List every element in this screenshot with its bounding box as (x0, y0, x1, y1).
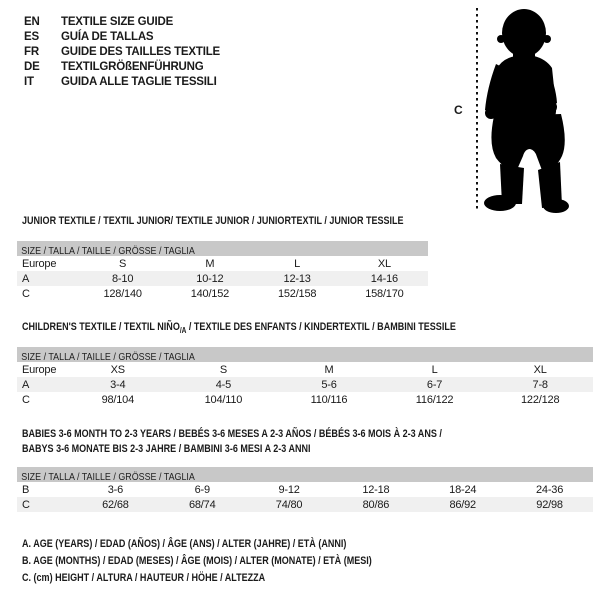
table-cell: 5-6 (321, 378, 337, 391)
size-header-bar: SIZE / TALLA / TAILLE / GRÖSSE / TAGLIA (17, 347, 593, 362)
language-title-list: EN TEXTILE SIZE GUIDE ES GUÍA DE TALLAS … (24, 15, 220, 90)
table-cell: 9-12 (278, 483, 300, 496)
table-cell: 116/122 (415, 393, 454, 406)
table-cell: 122/128 (521, 393, 560, 406)
table-cell: 3-6 (107, 483, 124, 496)
babies-table-grid: B 3-6 6-9 9-12 12-18 18-24 24-36 C 62/68… (17, 482, 593, 512)
table-cell: M (205, 257, 215, 270)
table-row-height: C 62/68 68/74 74/80 80/86 86/92 92/98 (17, 497, 593, 512)
lang-title: TEXTILGRÖßENFÜHRUNG (61, 61, 204, 73)
table-cell: 128/140 (103, 287, 142, 300)
table-row-age: A 3-4 4-5 5-6 6-7 7-8 (17, 377, 593, 392)
table-cell: 18-24 (449, 483, 477, 496)
table-cell: XS (110, 363, 125, 376)
table-row-europe: Europe S M L XL (17, 256, 428, 271)
lang-code: DE (24, 61, 40, 73)
table-cell: 158/170 (365, 287, 404, 300)
legend-line-c: C. (cm) HEIGHT / ALTURA / HAUTEUR / HÖHE… (22, 572, 266, 584)
table-cell: 110/116 (310, 393, 348, 406)
table-row-months: B 3-6 6-9 9-12 12-18 18-24 24-36 (17, 482, 593, 497)
children-title-sub: /A (179, 326, 187, 336)
row-label: Europe (22, 257, 57, 270)
table-cell: 8-10 (112, 272, 134, 285)
table-cell: 62/68 (102, 498, 129, 511)
table-cell: 7-8 (532, 378, 549, 391)
table-cell: 98/104 (101, 393, 135, 406)
row-label: Europe (22, 363, 57, 376)
table-cell: 68/74 (188, 498, 216, 511)
lang-code: EN (24, 16, 40, 28)
table-cell: 140/152 (190, 287, 230, 300)
lang-row-en: EN TEXTILE SIZE GUIDE (24, 15, 220, 30)
table-cell: 14-16 (370, 272, 398, 285)
table-cell: 4-5 (215, 378, 232, 391)
junior-section-title: JUNIOR TEXTILE / TEXTIL JUNIOR/ TEXTILE … (22, 215, 404, 227)
size-header-label: SIZE / TALLA / TAILLE / GRÖSSE / TAGLIA (21, 351, 195, 362)
height-measure-label: C (454, 103, 463, 117)
size-header-label: SIZE / TALLA / TAILLE / GRÖSSE / TAGLIA (21, 471, 195, 482)
babies-section-title: BABIES 3-6 MONTH TO 2-3 YEARS / BEBÉS 3-… (22, 427, 442, 457)
row-label: C (22, 393, 30, 406)
row-label: C (22, 498, 30, 511)
table-cell: 6-9 (194, 483, 211, 496)
table-cell: 74/80 (275, 498, 303, 511)
table-cell: 92/98 (536, 498, 563, 511)
lang-row-it: IT GUIDA ALLE TAGLIE TESSILI (24, 75, 220, 90)
size-header-bar: SIZE / TALLA / TAILLE / GRÖSSE / TAGLIA (17, 241, 428, 256)
lang-title: TEXTILE SIZE GUIDE (61, 16, 174, 28)
table-cell: 86/92 (449, 498, 476, 511)
children-title-post: / TEXTILE DES ENFANTS / KINDERTEXTIL / B… (186, 321, 456, 333)
children-table-grid: Europe XS S M L XL A 3-4 4-5 5-6 6-7 7-8… (17, 362, 593, 407)
table-row-age: A 8-10 10-12 12-13 14-16 (17, 271, 428, 286)
lang-code: ES (24, 31, 39, 43)
row-label: A (22, 272, 30, 285)
lang-code: IT (24, 76, 34, 88)
table-cell: 104/110 (204, 393, 243, 406)
size-header-bar: SIZE / TALLA / TAILLE / GRÖSSE / TAGLIA (17, 467, 593, 482)
table-cell: S (219, 363, 227, 376)
table-cell: M (324, 363, 334, 376)
baby-silhouette (476, 8, 569, 213)
lang-row-es: ES GUÍA DE TALLAS (24, 30, 220, 45)
table-cell: XL (533, 363, 547, 376)
size-header-label: SIZE / TALLA / TAILLE / GRÖSSE / TAGLIA (21, 245, 195, 256)
table-row-europe: Europe XS S M L XL (17, 362, 593, 377)
table-cell: 80/86 (362, 498, 390, 511)
lang-title: GUÍA DE TALLAS (61, 31, 154, 43)
lang-title: GUIDA ALLE TAGLIE TESSILI (61, 76, 217, 88)
babies-size-table: SIZE / TALLA / TAILLE / GRÖSSE / TAGLIA … (17, 467, 593, 512)
table-cell: 24-36 (536, 483, 564, 496)
table-cell: 12-18 (362, 483, 390, 496)
table-cell: 10-12 (196, 272, 224, 285)
table-cell: 6-7 (426, 378, 443, 391)
babies-title-line2: BABYS 3-6 MONATE BIS 2-3 JAHRE / BAMBINI… (22, 443, 311, 455)
junior-table-grid: Europe S M L XL A 8-10 10-12 12-13 14-16… (17, 256, 428, 301)
table-cell: XL (377, 257, 391, 270)
babies-title-line1: BABIES 3-6 MONTH TO 2-3 YEARS / BEBÉS 3-… (22, 428, 442, 440)
row-label: A (22, 378, 30, 391)
table-cell: 12-13 (283, 272, 311, 285)
row-label: B (22, 483, 30, 496)
table-cell: S (119, 257, 127, 270)
junior-size-table: SIZE / TALLA / TAILLE / GRÖSSE / TAGLIA … (17, 241, 428, 301)
table-cell: L (294, 257, 301, 270)
table-cell: L (431, 363, 438, 376)
row-label: C (22, 287, 30, 300)
lang-title: GUIDE DES TAILLES TEXTILE (61, 46, 220, 58)
table-cell: 3-4 (110, 378, 126, 391)
table-row-height: C 98/104 104/110 110/116 116/122 122/128 (17, 392, 593, 407)
children-section-title: CHILDREN'S TEXTILE / TEXTIL NIÑO/A / TEX… (22, 321, 456, 337)
table-row-height: C 128/140 140/152 152/158 158/170 (17, 286, 428, 301)
table-cell: 152/158 (277, 287, 317, 300)
legend-line-b: B. AGE (MONTHS) / EDAD (MESES) / ÂGE (MO… (22, 555, 372, 567)
lang-code: FR (24, 46, 39, 58)
lang-row-de: DE TEXTILGRÖßENFÜHRUNG (24, 60, 220, 75)
lang-row-fr: FR GUIDE DES TAILLES TEXTILE (24, 45, 220, 60)
children-title-pre: CHILDREN'S TEXTILE / TEXTIL NIÑO (22, 321, 180, 333)
legend-line-a: A. AGE (YEARS) / EDAD (AÑOS) / ÂGE (ANS)… (22, 538, 347, 550)
children-size-table: SIZE / TALLA / TAILLE / GRÖSSE / TAGLIA … (17, 347, 593, 407)
baby-silhouette-shape (484, 9, 569, 213)
measure-legend: A. AGE (YEARS) / EDAD (AÑOS) / ÂGE (ANS)… (22, 536, 372, 587)
